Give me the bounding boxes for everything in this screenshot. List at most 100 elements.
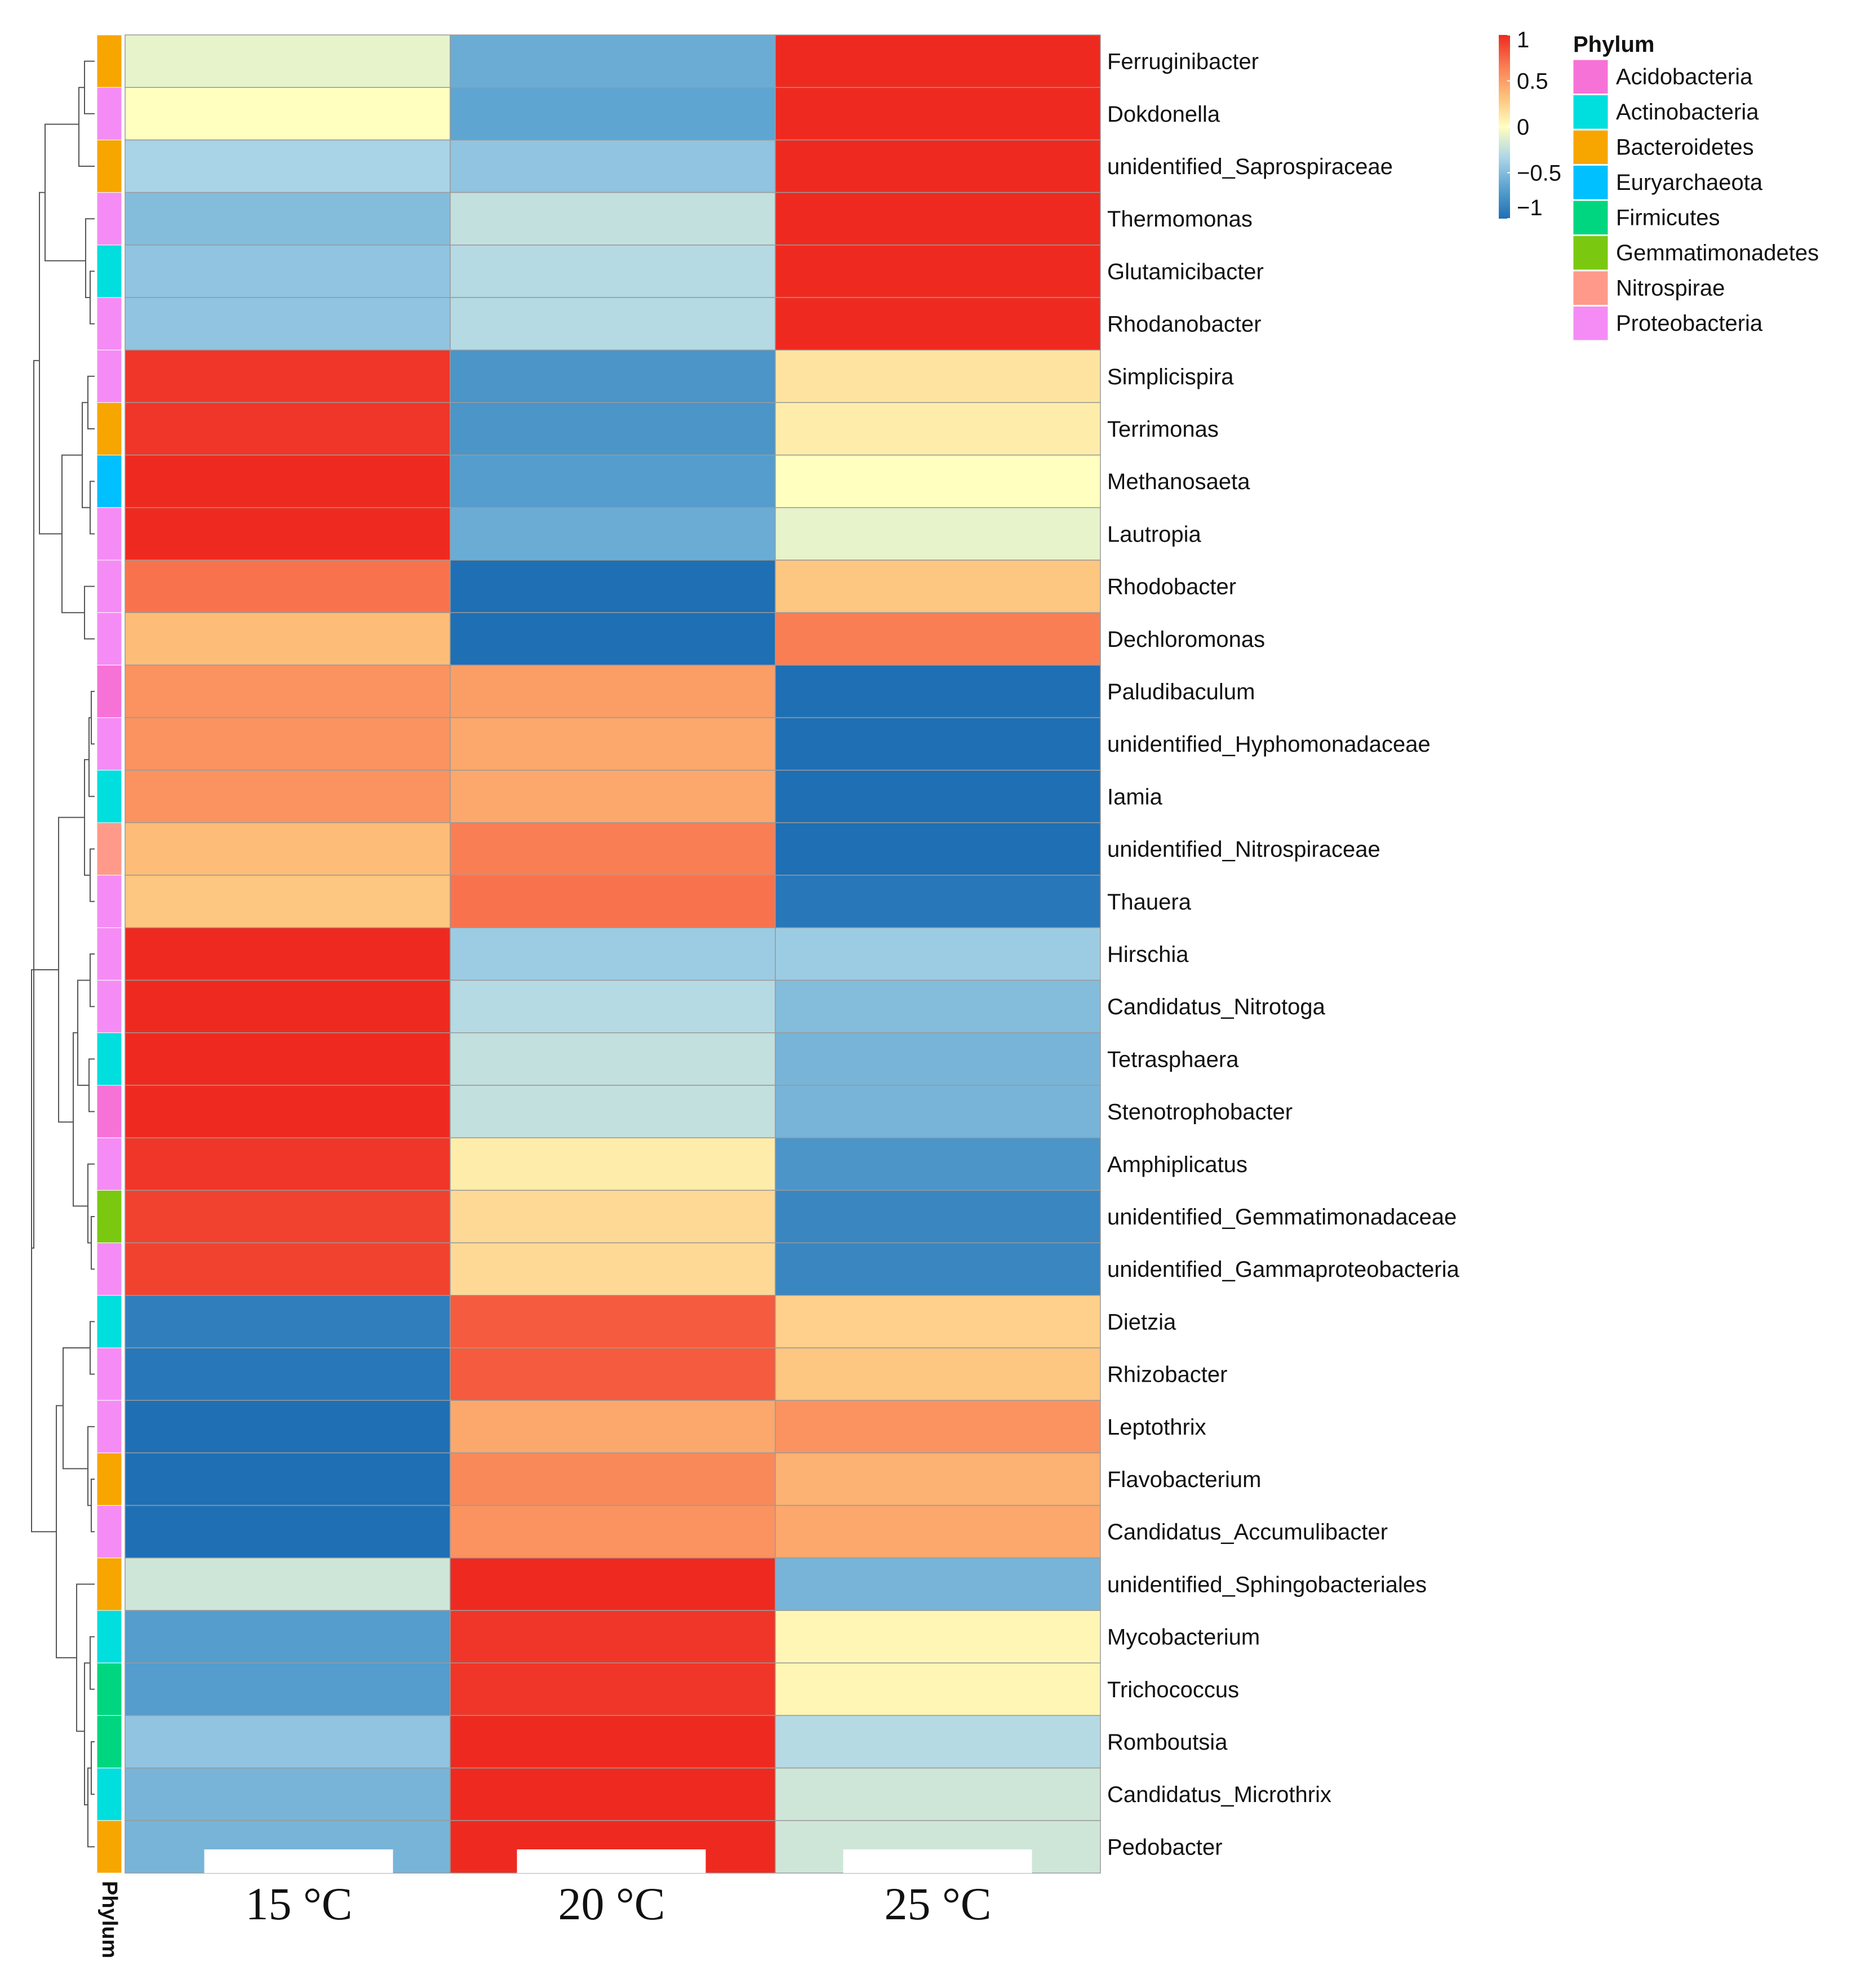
- heatmap-cell: [450, 507, 776, 561]
- heatmap-cell: [125, 770, 451, 823]
- heatmap-cell: [775, 297, 1101, 350]
- heatmap-cell: [775, 1400, 1101, 1454]
- phylum-legend-entry: Proteobacteria: [1616, 311, 1763, 336]
- phylum-annotation-cell: [96, 560, 122, 613]
- heatmap-cell: [775, 1137, 1101, 1191]
- row-label: Terrimonas: [1107, 417, 1219, 442]
- phylum-legend-swatch: [1573, 306, 1609, 341]
- heatmap-cell: [125, 1190, 451, 1244]
- heatmap-cell: [775, 1295, 1101, 1348]
- color-scale-tick-label: −1: [1517, 196, 1543, 220]
- dendrogram-branch: [84, 1662, 90, 1805]
- row-dendrogram: [31, 60, 95, 1848]
- heatmap-cell: [775, 560, 1101, 613]
- heatmap-cell: [450, 979, 776, 1033]
- heatmap-cell: [125, 192, 451, 246]
- heatmap-cell: [125, 139, 451, 193]
- heatmap-cell: [775, 87, 1101, 141]
- heatmap-cell: [775, 1085, 1101, 1138]
- heatmap-cell: [450, 822, 776, 876]
- phylum-annotation-cell: [96, 1820, 122, 1874]
- heatmap-cell: [450, 560, 776, 613]
- dendrogram-branch: [90, 848, 95, 902]
- heatmap-cell: [775, 1610, 1101, 1663]
- heatmap-cell: [125, 1295, 451, 1348]
- heatmap-cell: [775, 770, 1101, 823]
- phylum-legend: Phylum Acidobacteria Actinobacteria Bactero…: [1573, 32, 1819, 341]
- heatmap-cell: [775, 1715, 1101, 1769]
- heatmap-cell: [125, 34, 451, 88]
- phylum-legend-entry: Actinobacteria: [1616, 100, 1759, 125]
- row-label: Rhizobacter: [1107, 1363, 1227, 1387]
- heatmap-cell: [125, 1767, 451, 1821]
- heatmap-cell: [125, 717, 451, 771]
- heatmap-cell: [775, 454, 1101, 508]
- heatmap-cell: [125, 349, 451, 403]
- phylum-annotation-cell: [96, 87, 122, 140]
- heatmap-cell: [450, 612, 776, 666]
- heatmap-cell: [125, 612, 451, 666]
- row-labels: Ferruginibacter Dokdonella unidentified_Sa…: [1107, 50, 1460, 1860]
- heatmap-cell: [450, 297, 776, 350]
- color-scale-legend: 1 0.5 0 −0.5 −1: [1499, 28, 1561, 220]
- dendrogram-branch: [73, 1032, 88, 1207]
- heatmap-cell: [775, 139, 1101, 193]
- row-label: Simplicispira: [1107, 365, 1234, 389]
- heatmap-cell: [125, 664, 451, 718]
- row-label: Dokdonella: [1107, 102, 1220, 127]
- heatmap-cell: [775, 245, 1101, 298]
- dendrogram-branch: [91, 1216, 95, 1270]
- dendrogram-branch: [58, 816, 85, 1123]
- dendrogram-branch: [88, 1058, 95, 1112]
- heatmap-cell: [775, 1662, 1101, 1716]
- heatmap-cell: [450, 1715, 776, 1769]
- row-label: unidentified_Hyphomonadaceae: [1107, 732, 1431, 757]
- dendrogram-branch: [85, 218, 95, 298]
- dendrogram-branch: [91, 1741, 95, 1795]
- heatmap-cell: [775, 822, 1101, 876]
- phylum-annotation-cell: [96, 1662, 122, 1716]
- heatmap-cell: [450, 139, 776, 193]
- dendrogram-branch: [39, 192, 62, 535]
- heatmap-cell: [125, 1610, 451, 1663]
- phylum-annotation-cell: [96, 1295, 122, 1348]
- heatmap-cell: [450, 1295, 776, 1348]
- heatmap-cell: [125, 1505, 451, 1559]
- heatmap-cell: [125, 1452, 451, 1506]
- heatmap-cell: [450, 1767, 776, 1821]
- heatmap-cell: [125, 822, 451, 876]
- heatmap-cell: [775, 717, 1101, 771]
- heatmap-cell: [125, 560, 451, 613]
- heatmap-cell: [775, 1767, 1101, 1821]
- dendrogram-branch: [91, 691, 95, 745]
- heatmap-cell: [125, 1557, 451, 1611]
- row-label: unidentified_Gemmatimonadaceae: [1107, 1205, 1457, 1230]
- row-label: Thauera: [1107, 890, 1192, 915]
- heatmap-cell: [450, 1452, 776, 1506]
- phylum-legend-swatch: [1573, 200, 1609, 235]
- heatmap-cell: [125, 507, 451, 561]
- heatmap-cell: [450, 192, 776, 246]
- column-label: 15 °C: [246, 1878, 353, 1929]
- row-label: Trichococcus: [1107, 1678, 1239, 1702]
- heatmap-cell: [775, 1452, 1101, 1506]
- heatmap-cell: [125, 1032, 451, 1086]
- row-label: unidentified_Sphingobacteriales: [1107, 1572, 1427, 1597]
- phylum-legend-entry: Nitrospirae: [1616, 276, 1725, 300]
- row-label: Methanosaeta: [1107, 469, 1250, 494]
- row-label: Glutamicibacter: [1107, 259, 1264, 284]
- heatmap-cell: [125, 297, 451, 350]
- heatmap-cell: [450, 927, 776, 981]
- phylum-annotation-cell: [96, 1347, 122, 1401]
- dendrogram-branch: [32, 360, 39, 1249]
- phylum-annotation-cell: [96, 664, 122, 718]
- heatmap-cell: [450, 1610, 776, 1663]
- dendrogram-branch: [90, 953, 95, 1008]
- heatmap-cell: [450, 1557, 776, 1611]
- phylum-annotation-cell: [96, 770, 122, 823]
- heatmap-cell: [450, 1137, 776, 1191]
- heatmap-cell: [450, 1347, 776, 1401]
- phylum-annotation-cell: [96, 1452, 122, 1506]
- row-label: unidentified_Nitrospiraceae: [1107, 837, 1380, 862]
